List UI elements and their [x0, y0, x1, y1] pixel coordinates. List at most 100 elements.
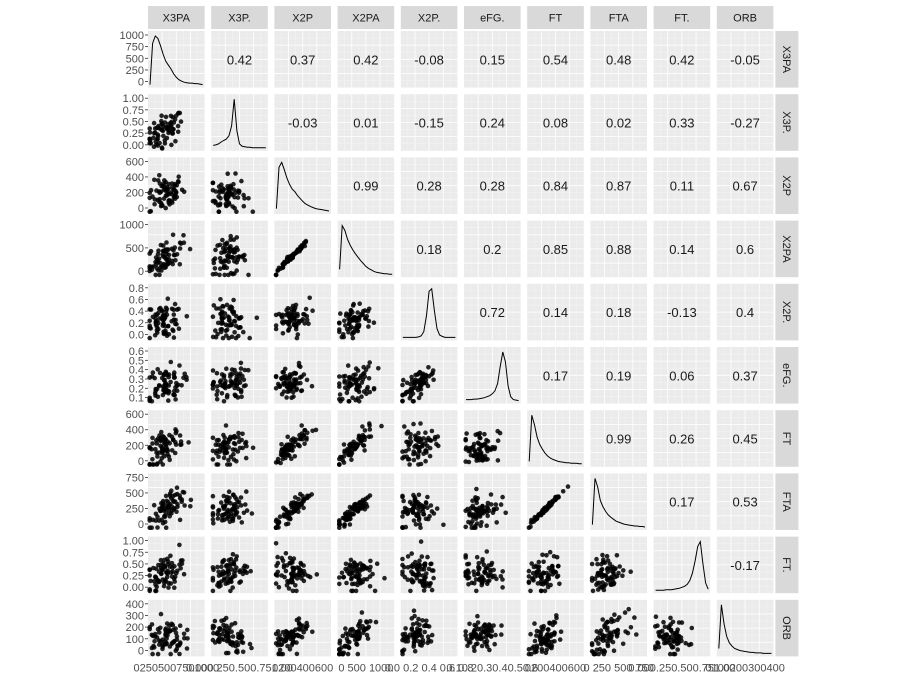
panel-X2PA-ORB: 0.6 — [716, 220, 774, 278]
panel-ORB-X2P — [273, 599, 331, 657]
y-tick-label: 0 — [138, 77, 144, 89]
scatter-point — [401, 377, 406, 383]
scatter-point — [219, 618, 224, 624]
scatter-point — [361, 564, 367, 569]
scatter-point — [242, 568, 247, 574]
scatter-point — [343, 561, 349, 567]
scatter-point — [147, 335, 152, 341]
scatter-point — [214, 631, 220, 636]
scatter-point — [283, 638, 289, 643]
scatter-point — [417, 380, 422, 386]
scatter-point — [413, 559, 418, 565]
scatter-point — [290, 579, 295, 585]
scatter-point — [537, 512, 542, 517]
scatter-point — [683, 640, 688, 646]
scatter-point — [273, 386, 279, 391]
scatter-point — [215, 564, 220, 570]
scatter-point — [150, 651, 155, 657]
scatter-point — [367, 423, 372, 428]
scatter-point — [165, 125, 170, 131]
scatter-point — [227, 561, 233, 567]
scatter-point — [463, 436, 469, 442]
scatter-point — [273, 581, 279, 586]
scatter-point — [147, 573, 152, 578]
density-line — [275, 161, 330, 212]
scatter-point — [155, 454, 160, 459]
scatter-point — [210, 314, 216, 320]
scatter-point — [210, 513, 216, 518]
scatter-point — [237, 568, 243, 573]
panel-X2P.-ORB: 0.4 — [716, 283, 774, 341]
correlation-value: 0.17 — [669, 495, 694, 510]
scatter-point — [214, 306, 219, 311]
scatter-point — [215, 462, 221, 467]
scatter-point — [244, 564, 250, 570]
scatter-point — [223, 203, 229, 209]
density-line — [213, 99, 266, 149]
correlation-value: 0.67 — [732, 179, 757, 194]
scatter-point — [484, 523, 490, 528]
scatter-point — [653, 644, 658, 649]
panel-X3P.-FT.: 0.33 — [653, 94, 711, 151]
scatter-point — [350, 442, 355, 447]
scatter-point — [500, 494, 505, 500]
scatter-point — [345, 515, 351, 520]
scatter-point — [215, 388, 220, 394]
panel-FT-FT — [527, 410, 584, 467]
scatter-point — [479, 574, 485, 579]
panel-FTA-X2PA — [337, 473, 395, 530]
scatter-point — [400, 514, 405, 519]
scatter-point — [285, 510, 290, 515]
scatter-point — [219, 319, 225, 324]
scatter-point — [476, 446, 482, 452]
scatter-point — [357, 384, 363, 389]
scatter-point — [341, 374, 346, 379]
scatter-point — [593, 637, 599, 643]
scatter-point — [157, 370, 163, 376]
scatter-point — [225, 507, 231, 513]
scatter-point — [596, 641, 601, 646]
scatter-point — [231, 457, 237, 462]
scatter-point — [610, 639, 616, 645]
scatter-point — [219, 182, 224, 187]
density-line — [339, 223, 393, 275]
panel-FT.-FT — [526, 536, 584, 594]
scatter-point — [463, 555, 469, 560]
scatter-point — [294, 377, 299, 382]
panel-X3PA-X3P.: 0.42 — [211, 31, 268, 88]
scatter-point — [147, 251, 152, 256]
y-tick-label: 0.1 — [129, 393, 144, 405]
panel-FTA-X2P — [273, 473, 331, 530]
scatter-point — [364, 632, 370, 638]
scatter-point — [400, 399, 405, 404]
scatter-point — [217, 379, 223, 385]
scatter-point — [280, 265, 286, 271]
scatter-point — [161, 313, 167, 319]
scatter-point — [155, 251, 161, 257]
scatter-point — [163, 205, 168, 211]
scatter-point — [410, 622, 416, 627]
scatter-point — [219, 564, 224, 569]
x-axis-X2PA: 0 500 1000 — [338, 662, 393, 674]
scatter-point — [467, 621, 472, 627]
row-strip-X2P.: X2P. — [775, 283, 799, 341]
scatter-point — [225, 628, 231, 633]
scatter-point — [500, 569, 506, 574]
scatter-point — [554, 615, 559, 621]
scatter-point — [148, 578, 153, 584]
scatter-point — [343, 631, 349, 636]
scatter-point — [155, 367, 160, 372]
row-strip-FT.: FT. — [775, 536, 799, 594]
scatter-point — [360, 312, 366, 318]
scatter-point — [470, 518, 475, 524]
scatter-point — [298, 380, 303, 386]
scatter-point — [155, 197, 160, 203]
scatter-point — [362, 437, 367, 443]
scatter-point — [234, 268, 239, 273]
scatter-point — [342, 448, 347, 454]
scatter-point — [589, 649, 595, 654]
scatter-point — [147, 462, 152, 467]
scatter-point — [485, 513, 491, 519]
scatter-point — [411, 608, 417, 613]
scatter-point — [219, 632, 225, 637]
